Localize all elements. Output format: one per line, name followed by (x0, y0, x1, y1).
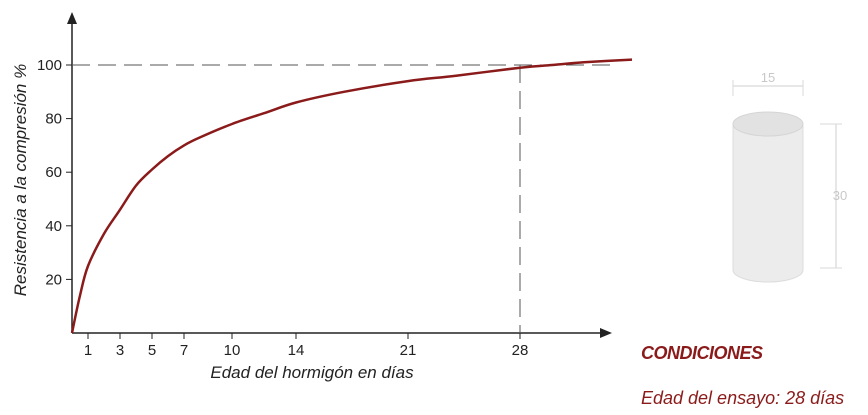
conditions-title: CONDICIONES (641, 343, 763, 363)
x-tick-label: 21 (400, 342, 417, 359)
x-tick-label: 5 (148, 342, 156, 359)
conditions-test-age: Edad del ensayo: 28 días (641, 388, 845, 408)
x-tick-label: 1 (84, 342, 92, 359)
x-axis-arrow (600, 328, 612, 338)
y-ticks: 20 40 60 80 100 (37, 57, 72, 288)
x-tick-label: 7 (180, 342, 188, 359)
cylinder-body (732, 123, 804, 283)
x-tick-label: 28 (512, 342, 529, 359)
diameter-label: 15 (761, 70, 775, 85)
strength-curve (70, 58, 633, 334)
x-tick-label: 10 (224, 342, 241, 359)
height-label: 30 (833, 188, 847, 203)
x-tick-label: 3 (116, 342, 124, 359)
cylinder-top (732, 111, 804, 137)
y-axis-arrow (67, 12, 77, 24)
y-tick-label: 80 (45, 111, 62, 128)
y-tick-label: 40 (45, 218, 62, 235)
x-ticks: 1 3 5 7 10 14 21 28 (84, 333, 529, 359)
y-axis-label: Resistencia a la compresión % (11, 64, 30, 296)
y-tick-label: 100 (37, 57, 62, 74)
y-tick-label: 20 (45, 271, 62, 288)
x-tick-label: 14 (288, 342, 305, 359)
x-axis-label: Edad del hormigón en días (210, 363, 414, 382)
specimen-cylinder: 15 30 (732, 70, 847, 283)
y-tick-label: 60 (45, 164, 62, 181)
